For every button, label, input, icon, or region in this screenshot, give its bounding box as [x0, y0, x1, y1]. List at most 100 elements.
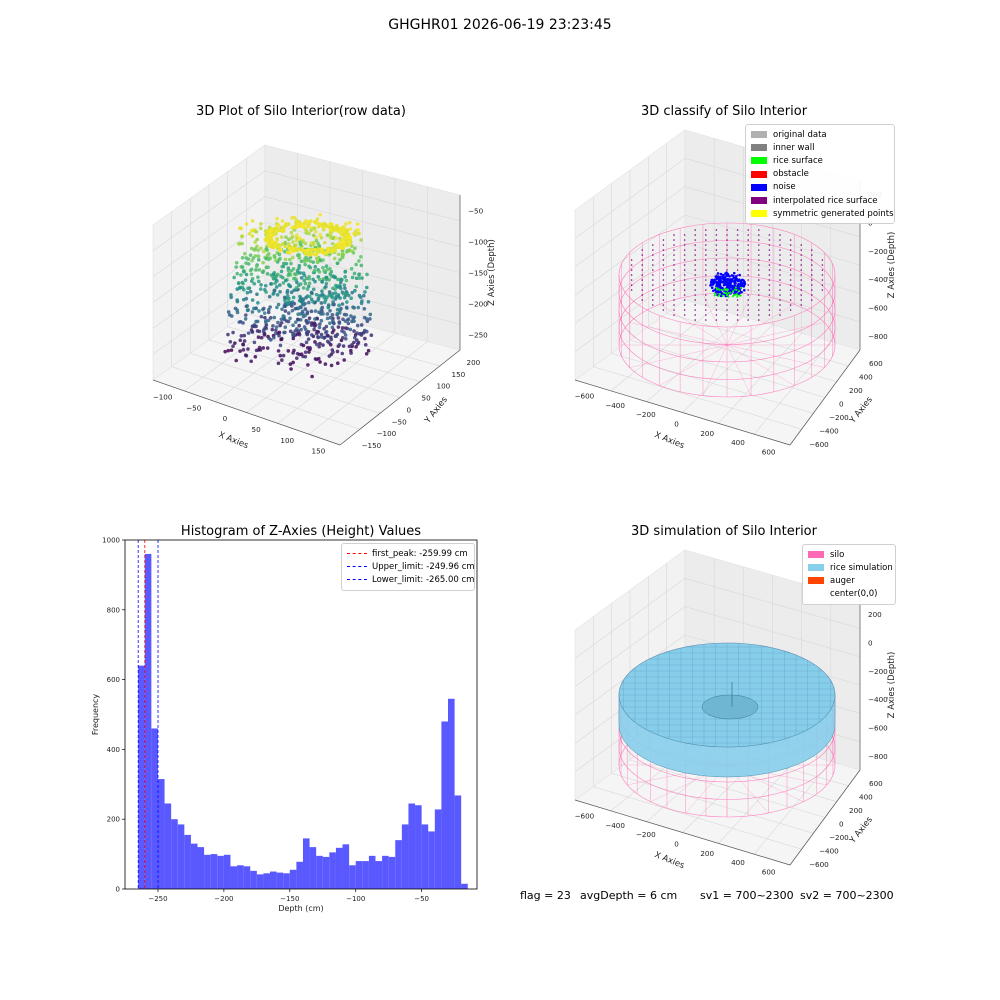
- raw-x-tick-label: −50: [186, 403, 202, 412]
- cls-x-tick-label: 400: [731, 438, 745, 447]
- histogram-y-tick-label: 800: [107, 606, 120, 614]
- cls-interpolated-point: [758, 314, 760, 316]
- raw-data-point: [305, 223, 310, 227]
- cls-gridline: [610, 308, 715, 392]
- raw-data-point: [228, 339, 233, 344]
- raw-data-point: [330, 241, 335, 246]
- cls-legend-label: noise: [773, 182, 796, 193]
- raw-data-point: [342, 295, 347, 300]
- cls-interpolated-point: [673, 304, 675, 306]
- cls-interpolated-point: [800, 294, 802, 296]
- histogram-legend-item: first_peak: -259.99 cm: [347, 547, 469, 560]
- raw-y-tick-label: −100: [377, 429, 397, 438]
- raw-data-point: [307, 220, 311, 224]
- cls-silo-floor-wire: [726, 294, 752, 346]
- raw-data-point: [350, 290, 355, 295]
- cls-interpolated-point: [683, 289, 686, 291]
- raw-data-point: [364, 317, 369, 321]
- raw-data-point: [353, 246, 357, 251]
- raw-data-point: [274, 258, 278, 263]
- cls-interpolated-point: [694, 229, 696, 231]
- cls-interpolated-point: [811, 284, 813, 286]
- raw-data-point: [327, 225, 331, 230]
- raw-data-point: [263, 283, 268, 288]
- raw-data-point: [250, 258, 254, 263]
- raw-data-point: [290, 255, 295, 260]
- cls-interpolated-point: [630, 264, 633, 266]
- raw-data-point: [310, 252, 314, 256]
- histogram-chart: −250 −200 −150 −100 −50 0 200 400 600 800 1000 Dept…: [91, 537, 478, 913]
- cls-interpolated-point: [683, 249, 686, 251]
- sim-legend-label: rice simulation: [830, 562, 893, 573]
- raw-data-point: [256, 258, 261, 262]
- raw-data-point: [276, 246, 280, 250]
- cls-interpolated-point: [694, 239, 696, 241]
- raw-data-point: [309, 228, 313, 233]
- raw-data-point: [249, 246, 254, 251]
- raw-data-point: [336, 277, 340, 282]
- raw-data-point: [363, 336, 367, 341]
- raw-data-point: [284, 222, 288, 227]
- raw-data-point: [301, 286, 306, 290]
- raw-data-point: [277, 330, 282, 335]
- histogram-bar: [243, 866, 251, 889]
- raw-z-axis-label: Z Axies (Depth): [487, 239, 497, 306]
- cls-interpolated-point: [683, 299, 686, 301]
- raw-data-point: [239, 226, 244, 231]
- raw-data-point: [305, 319, 309, 324]
- cls-interpolated-point: [789, 254, 792, 256]
- cls-interpolated-point: [662, 279, 665, 281]
- cls-interpolated-point: [673, 259, 675, 261]
- raw-data-point: [278, 290, 282, 294]
- histogram-bar: [190, 843, 198, 889]
- cls-interpolated-point: [726, 259, 728, 261]
- histogram-legend-line: [347, 566, 367, 568]
- cls-interpolated-point: [779, 304, 781, 306]
- cls-noise-point: [715, 284, 719, 287]
- raw-data-point: [307, 294, 312, 299]
- raw-data-point: [294, 238, 299, 243]
- raw-data-point: [229, 314, 234, 318]
- raw-data-point: [266, 310, 271, 315]
- raw-data-point: [259, 335, 264, 340]
- raw-data-point: [254, 230, 259, 234]
- cls-interpolated-point: [673, 274, 675, 276]
- raw-z-tick-label: −150: [468, 269, 488, 278]
- raw-data-point: [261, 346, 266, 350]
- cls-interpolated-point: [821, 279, 824, 281]
- raw-data-point: [311, 233, 316, 238]
- cls-interpolated-point: [694, 284, 696, 286]
- raw-data-point: [325, 339, 330, 344]
- raw-x-axis-line: [152, 379, 341, 446]
- cls-interpolated-point: [768, 239, 771, 241]
- cls-interpolated-point: [779, 274, 781, 276]
- sim-legend-swatch: [808, 551, 824, 559]
- cls-interpolated-point: [715, 244, 718, 246]
- raw-y-tick-label: −150: [362, 441, 382, 450]
- sim-z-axis-label: Z Axies (Depth): [887, 652, 897, 719]
- raw-data-point: [306, 363, 310, 367]
- cls-interpolated-point: [811, 274, 813, 276]
- histogram-bar: [349, 865, 356, 889]
- cls-interpolated-point: [747, 269, 749, 271]
- raw-data-point: [304, 252, 308, 257]
- cls-noise-point: [714, 275, 718, 278]
- cls-interpolated-point: [683, 294, 686, 296]
- cls-interpolated-point: [705, 259, 707, 261]
- raw-data-point: [301, 297, 305, 301]
- sim-z-tick-label: 200: [868, 610, 882, 619]
- raw-data-point: [236, 281, 241, 285]
- cls-interpolated-point: [779, 239, 781, 241]
- raw-data-point: [340, 246, 345, 251]
- cls-interpolated-point: [758, 289, 760, 291]
- raw-data-point: [331, 350, 335, 354]
- histogram-bar: [223, 854, 231, 889]
- raw-data-point: [272, 315, 277, 320]
- raw-data-point: [298, 242, 303, 247]
- raw-3d-plot: −100−50050100150−150−100−50050100150200−…: [152, 144, 497, 456]
- raw-data-point: [321, 265, 325, 270]
- raw-data-point: [266, 257, 271, 262]
- cls-interpolated-point: [736, 304, 739, 306]
- raw-point-cloud: [223, 212, 374, 379]
- histogram-bar: [368, 855, 376, 889]
